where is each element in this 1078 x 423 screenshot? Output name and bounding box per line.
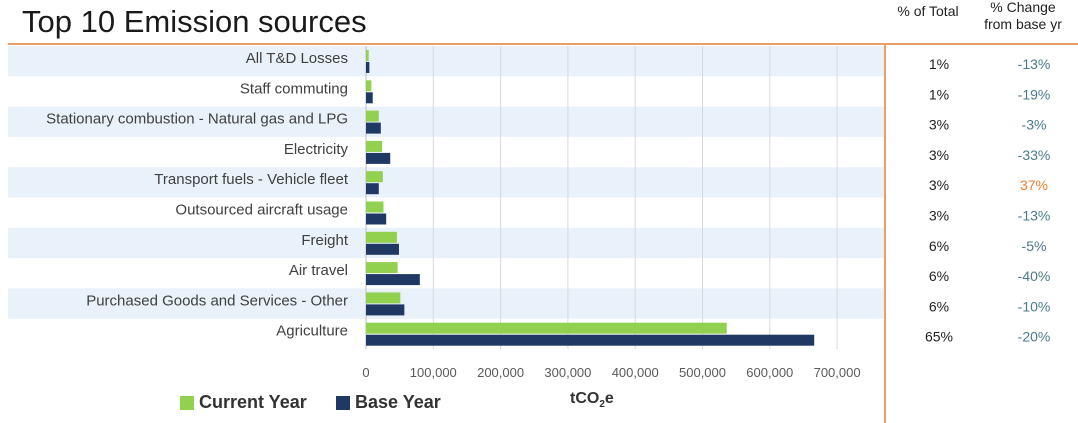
x-tick-label: 700,000 (814, 365, 861, 380)
category-label: Air travel (289, 262, 348, 279)
pct-change-value: -20% (1018, 329, 1051, 345)
legend-base-year: Base Year (336, 392, 441, 413)
bar-base-year (366, 62, 370, 73)
x-tick-label: 300,000 (544, 365, 591, 380)
legend-swatch-base (336, 395, 350, 410)
legend-current-year: Current Year (180, 392, 307, 413)
row-band (8, 288, 884, 319)
x-tick-label: 0 (362, 365, 369, 380)
pct-change-value: 37% (1020, 177, 1048, 193)
pct-of-total-value: 3% (929, 117, 949, 133)
x-tick-label: 500,000 (679, 365, 726, 380)
bar-base-year (366, 274, 420, 286)
pct-of-total-value: 1% (929, 86, 949, 102)
bar-base-year (366, 183, 379, 195)
bar-current-year (366, 140, 383, 152)
category-label: All T&D Losses (246, 50, 348, 67)
pct-of-total-header: % of Total (897, 3, 959, 19)
pct-of-total-value: 65% (925, 329, 953, 345)
pct-change-value: -10% (1018, 298, 1051, 314)
pct-change-value: -40% (1018, 268, 1051, 284)
pct-change-header-line2: from base yr (984, 16, 1062, 32)
x-unit-tail: e (604, 390, 614, 407)
pct-of-total-value: 6% (929, 298, 949, 314)
x-axis-unit: tCO2e (570, 390, 614, 410)
category-label: Freight (301, 232, 349, 249)
row-band (8, 167, 884, 198)
bar-current-year (366, 322, 727, 334)
bar-base-year (366, 213, 387, 225)
pct-of-total-value: 6% (929, 268, 949, 284)
pct-change-value: -33% (1018, 147, 1051, 163)
pct-change-value: -13% (1018, 56, 1051, 72)
pct-change-value: -19% (1018, 86, 1051, 102)
bar-current-year (366, 262, 398, 274)
x-unit-sub: 2 (599, 399, 605, 411)
pct-change-value: -5% (1022, 238, 1047, 254)
legend-label-base: Base Year (355, 392, 441, 412)
bar-base-year (366, 152, 391, 164)
x-tick-label: 400,000 (612, 365, 659, 380)
x-tick-label: 100,000 (410, 365, 457, 380)
category-label: Electricity (284, 141, 349, 158)
bar-current-year (366, 110, 379, 122)
pct-change-value: -13% (1018, 208, 1051, 224)
legend-label-current: Current Year (199, 392, 307, 412)
row-band (8, 106, 884, 137)
pct-change-header: % Change from base yr (970, 0, 1076, 33)
chart-title: Top 10 Emission sources (22, 4, 367, 39)
category-label: Staff commuting (240, 80, 348, 97)
category-label: Outsourced aircraft usage (175, 202, 348, 219)
pct-of-total-value: 3% (929, 177, 949, 193)
pct-of-total-value: 1% (929, 56, 949, 72)
bar-base-year (366, 92, 373, 104)
header-divider (8, 43, 1078, 45)
x-unit-main: tCO (570, 390, 600, 407)
bar-current-year (366, 292, 401, 304)
pct-of-total-value: 3% (929, 147, 949, 163)
pct-change-header-line1: % Change (990, 0, 1056, 15)
bar-base-year (366, 243, 399, 255)
category-label: Stationary combustion - Natural gas and … (46, 111, 348, 128)
row-band (8, 46, 884, 77)
category-label: Purchased Goods and Services - Other (86, 292, 348, 309)
bar-base-year (366, 304, 405, 316)
bar-base-year (366, 122, 381, 134)
legend-swatch-current (180, 395, 194, 410)
bar-current-year (366, 201, 384, 213)
bar-current-year (366, 50, 369, 61)
table-divider (884, 43, 886, 423)
x-tick-label: 600,000 (746, 365, 793, 380)
bar-current-year (366, 171, 383, 183)
bar-base-year (366, 334, 815, 346)
category-label: Transport fuels - Vehicle fleet (154, 171, 349, 188)
x-tick-label: 200,000 (477, 365, 524, 380)
category-label: Agriculture (276, 323, 348, 340)
bar-current-year (366, 231, 397, 243)
pct-of-total-value: 3% (929, 208, 949, 224)
bar-current-year (366, 80, 372, 92)
pct-change-value: -3% (1022, 117, 1047, 133)
row-band (8, 227, 884, 259)
pct-of-total-value: 6% (929, 238, 949, 254)
